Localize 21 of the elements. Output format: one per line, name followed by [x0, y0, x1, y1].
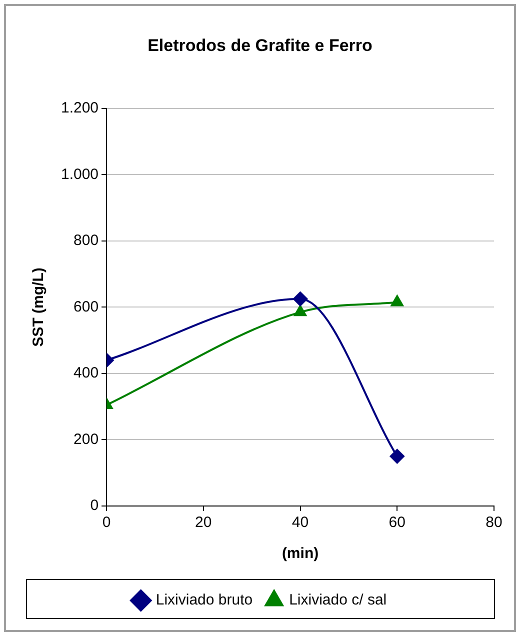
legend-label: Lixiviado c/ sal	[289, 592, 387, 609]
x-axis-title: (min)	[282, 545, 319, 562]
y-tick-label: 400	[74, 364, 99, 382]
y-tick-label: 600	[74, 298, 99, 316]
point	[390, 448, 405, 464]
y-tick-label: 800	[74, 232, 99, 250]
x-tick-label: 20	[195, 514, 212, 532]
y-tick-label: 1.200	[60, 100, 99, 117]
point	[294, 304, 307, 316]
point	[292, 291, 308, 306]
y-tick-label: 1.000	[60, 166, 99, 183]
chart-title: Eletrodos de Grafite e Ferro	[148, 36, 372, 55]
y-tick-label: 200	[74, 430, 99, 448]
legend-label: Lixiviado bruto	[156, 592, 253, 609]
x-tick-label: 40	[292, 514, 309, 532]
x-tick-label: 60	[388, 514, 406, 532]
x-tick-label: 80	[486, 514, 502, 532]
y-tick-label: 0	[90, 497, 99, 514]
x-tick-label: 0	[102, 514, 111, 532]
y-axis-title: SST (mg/L)	[30, 268, 48, 347]
point	[390, 294, 404, 306]
